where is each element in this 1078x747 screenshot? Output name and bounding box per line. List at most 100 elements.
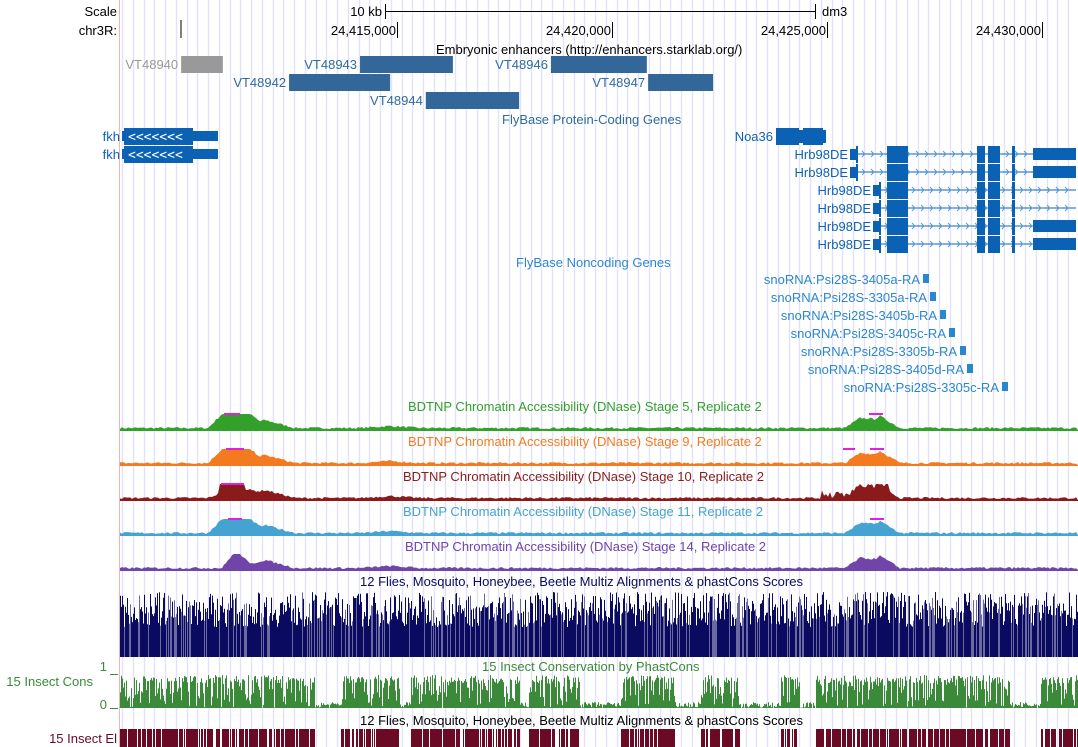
multiz-bar: [930, 606, 931, 657]
multiz-bar: [414, 608, 415, 657]
cons-bar: [999, 677, 1000, 708]
multiz-bar: [272, 620, 273, 657]
multiz-bar: [338, 593, 339, 657]
element-block: [418, 729, 419, 747]
gene-label[interactable]: Hrb98DE: [817, 201, 871, 216]
gene-label[interactable]: Hrb98DE: [794, 147, 848, 162]
gene-label[interactable]: fkh: [102, 147, 120, 162]
multiz-bar: [482, 607, 483, 657]
gene-exon: [887, 218, 908, 235]
multiz-bar: [713, 620, 714, 657]
multiz-bar: [941, 618, 942, 657]
gene-label[interactable]: Hrb98DE: [817, 183, 871, 198]
element-block: [990, 729, 991, 747]
element-block: [369, 729, 370, 747]
multiz-bar: [325, 592, 326, 657]
dnase-track-title[interactable]: BDTNP Chromatin Accessibility (DNase) St…: [403, 469, 765, 484]
coding-track-title[interactable]: FlyBase Protein-Coding Genes: [502, 112, 682, 127]
multiz-bar: [906, 626, 907, 657]
gene-label[interactable]: Noa36: [734, 129, 773, 144]
dnase-track-title[interactable]: BDTNP Chromatin Accessibility (DNase) St…: [405, 539, 767, 554]
multiz-bar: [949, 619, 950, 657]
enhancer-feature: [289, 74, 391, 91]
element-block: [941, 729, 942, 747]
cons-bar: [353, 679, 354, 708]
dnase-track-title[interactable]: BDTNP Chromatin Accessibility (DNase) St…: [408, 434, 762, 449]
element-block: [343, 729, 344, 747]
cons-bar: [723, 693, 724, 708]
cons-bar: [782, 681, 783, 708]
strand-arrow: [920, 240, 925, 248]
multiz-bar: [391, 619, 392, 657]
gene-label[interactable]: fkh: [102, 129, 120, 144]
cons-track-label[interactable]: 15 Insect Cons: [6, 674, 93, 689]
cons-bar: [849, 681, 850, 708]
gene-label[interactable]: Hrb98DE: [817, 219, 871, 234]
multiz-bar: [943, 626, 944, 657]
elements-track-title[interactable]: 12 Flies, Mosquito, Honeybee, Beetle Mul…: [360, 713, 803, 728]
cons-bar: [459, 680, 460, 708]
cons-bar: [385, 678, 386, 708]
element-block: [574, 729, 575, 747]
enhancer-label[interactable]: VT48940: [125, 57, 179, 72]
cons-bar: [515, 680, 516, 708]
multiz-bar: [441, 602, 442, 657]
cons-bar: [553, 679, 554, 708]
enhancers-track-title[interactable]: Embryonic enhancers (http://enhancers.st…: [436, 42, 743, 57]
cons-bar: [734, 680, 735, 708]
noncoding-label[interactable]: snoRNA:Psi28S-3405c-RA: [790, 326, 946, 341]
element-block: [827, 729, 828, 747]
element-block: [885, 729, 886, 747]
element-block: [182, 729, 183, 747]
multiz-bar: [153, 616, 154, 657]
multiz-bar: [267, 624, 268, 657]
noncoding-label[interactable]: snoRNA:Psi28S-3405d-RA: [807, 362, 964, 377]
gene-label[interactable]: Hrb98DE: [794, 165, 848, 180]
enhancer-label[interactable]: VT48942: [233, 75, 287, 90]
enhancer-label[interactable]: VT48944: [370, 93, 423, 108]
element-block: [239, 729, 240, 747]
noncoding-label[interactable]: snoRNA:Psi28S-3405a-RA: [763, 272, 920, 287]
gene-exon: [803, 128, 823, 145]
element-block: [140, 729, 141, 747]
cons-bar: [816, 679, 817, 708]
multiz-bar: [832, 626, 833, 657]
cons-track-title[interactable]: 15 Insect Conservation by PhastCons: [482, 659, 700, 674]
element-block: [906, 729, 907, 747]
multiz-bar: [1016, 623, 1017, 657]
element-block: [981, 729, 982, 747]
cons-bar: [859, 691, 860, 708]
multiz-bar: [456, 593, 457, 657]
multiz-bar: [303, 598, 304, 657]
element-block: [447, 729, 448, 747]
enhancer-label[interactable]: VT48946: [495, 57, 548, 72]
cons-bar: [173, 692, 174, 708]
dnase-track-title[interactable]: BDTNP Chromatin Accessibility (DNase) St…: [403, 504, 764, 519]
multiz-bar: [269, 616, 270, 657]
cons-bar: [292, 678, 293, 708]
multiz-bar: [540, 599, 541, 657]
cons-bar: [654, 681, 655, 708]
multiz-bar: [369, 619, 370, 657]
gene-label[interactable]: Hrb98DE: [817, 237, 871, 252]
noncoding-track-title[interactable]: FlyBase Noncoding Genes: [516, 255, 671, 270]
cons-bar: [180, 687, 181, 708]
noncoding-label[interactable]: snoRNA:Psi28S-3305c-RA: [843, 380, 999, 395]
cons-bar: [972, 676, 973, 708]
enhancer-label[interactable]: VT48943: [304, 57, 358, 72]
cons-bar: [714, 704, 715, 708]
multiz-bar: [913, 620, 914, 657]
cons-bar: [912, 706, 913, 708]
noncoding-label[interactable]: snoRNA:Psi28S-3305b-RA: [800, 344, 957, 359]
multiz-bar: [990, 594, 991, 657]
element-block: [425, 729, 426, 747]
multiz-track-title[interactable]: 12 Flies, Mosquito, Honeybee, Beetle Mul…: [360, 574, 803, 589]
noncoding-label[interactable]: snoRNA:Psi28S-3405b-RA: [780, 308, 937, 323]
dnase-track-title[interactable]: BDTNP Chromatin Accessibility (DNase) St…: [408, 399, 762, 414]
elements-track-label[interactable]: 15 Insect El: [49, 731, 117, 746]
enhancer-label[interactable]: VT48947: [592, 75, 646, 90]
multiz-bar: [348, 625, 349, 657]
multiz-bar: [671, 624, 672, 657]
noncoding-label[interactable]: snoRNA:Psi28S-3305a-RA: [770, 290, 927, 305]
